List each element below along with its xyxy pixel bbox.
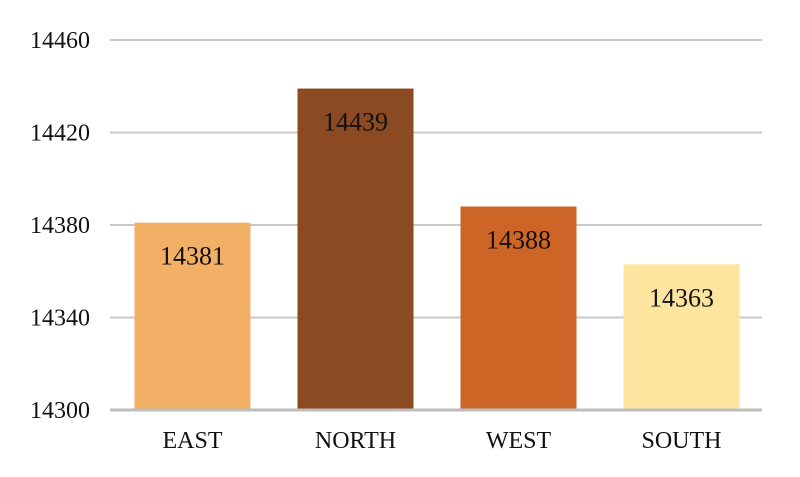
x-tick-label-east: EAST [163, 428, 223, 454]
x-tick-label-south: SOUTH [641, 428, 721, 454]
data-labels: 14381 14439 14388 14363 [160, 108, 714, 313]
x-tick-label-north: NORTH [315, 428, 396, 454]
bar-north [297, 88, 414, 410]
y-tick-label: 14460 [30, 28, 90, 54]
bars [134, 88, 740, 410]
bar-west [460, 206, 577, 410]
data-label-south: 14363 [649, 283, 714, 312]
y-tick-label: 14420 [30, 121, 90, 147]
bar-east [134, 222, 251, 410]
y-tick-label: 14380 [30, 213, 90, 239]
y-tick-label: 14340 [30, 306, 90, 332]
bar-south [623, 264, 740, 410]
data-label-north: 14439 [323, 108, 388, 137]
data-label-east: 14381 [160, 242, 225, 271]
x-tick-label-west: WEST [486, 428, 552, 454]
x-axis-labels: EAST NORTH WEST SOUTH [163, 428, 722, 454]
y-axis-ticks: 14300 14340 14380 14420 14460 [30, 28, 90, 424]
data-label-west: 14388 [486, 226, 551, 255]
y-tick-label: 14300 [30, 398, 90, 424]
